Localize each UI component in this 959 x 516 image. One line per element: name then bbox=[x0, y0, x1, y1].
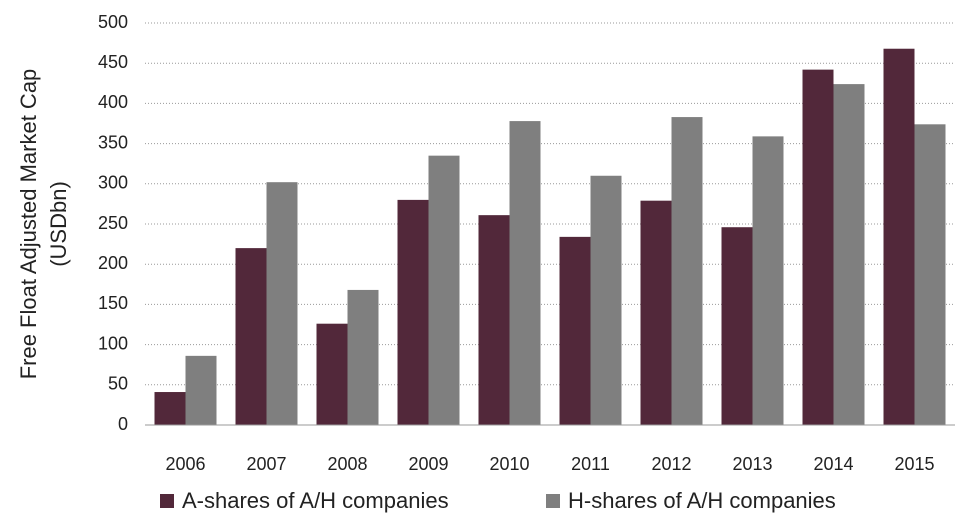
bar bbox=[640, 200, 672, 425]
y-tick-label: 50 bbox=[108, 374, 128, 394]
x-tick-label: 2008 bbox=[327, 454, 367, 474]
bar bbox=[428, 155, 460, 425]
bar bbox=[316, 323, 348, 425]
y-axis-title: Free Float Adjusted Market Cap (USDbn) bbox=[16, 69, 71, 380]
x-tick-label: 2013 bbox=[732, 454, 772, 474]
bar bbox=[559, 236, 591, 425]
bar bbox=[235, 248, 267, 425]
y-tick-label: 400 bbox=[98, 92, 128, 112]
bar bbox=[397, 199, 429, 425]
x-tick-label: 2015 bbox=[894, 454, 934, 474]
y-tick-label: 500 bbox=[98, 12, 128, 32]
bar bbox=[185, 355, 217, 425]
x-tick-label: 2012 bbox=[651, 454, 691, 474]
legend-label: A-shares of A/H companies bbox=[182, 488, 449, 513]
bar bbox=[509, 121, 541, 425]
legend-swatch bbox=[160, 494, 174, 508]
bar bbox=[266, 182, 298, 425]
y-tick-label: 250 bbox=[98, 213, 128, 233]
y-tick-label: 450 bbox=[98, 52, 128, 72]
bar bbox=[478, 215, 510, 425]
bar bbox=[590, 175, 622, 425]
bar bbox=[914, 124, 946, 425]
bar bbox=[883, 48, 915, 426]
x-tick-label: 2011 bbox=[571, 454, 610, 474]
y-tick-label: 100 bbox=[98, 333, 128, 353]
y-axis-title-line: (USDbn) bbox=[46, 181, 71, 267]
y-axis-title-line: Free Float Adjusted Market Cap bbox=[16, 69, 41, 380]
bar bbox=[347, 289, 379, 425]
x-tick-label: 2006 bbox=[165, 454, 205, 474]
y-tick-label: 200 bbox=[98, 253, 128, 273]
y-tick-label: 150 bbox=[98, 293, 128, 313]
x-tick-label: 2007 bbox=[246, 454, 286, 474]
bar bbox=[752, 136, 784, 425]
x-tick-label: 2014 bbox=[813, 454, 853, 474]
x-tick-label: 2010 bbox=[489, 454, 529, 474]
bar bbox=[802, 69, 834, 425]
y-tick-label: 0 bbox=[118, 414, 128, 434]
legend-swatch bbox=[546, 494, 560, 508]
bar bbox=[721, 227, 753, 425]
y-tick-label: 300 bbox=[98, 173, 128, 193]
legend-label: H-shares of A/H companies bbox=[568, 488, 836, 513]
y-tick-label: 350 bbox=[98, 132, 128, 152]
x-tick-label: 2009 bbox=[408, 454, 448, 474]
bar bbox=[671, 117, 703, 426]
bar bbox=[154, 392, 186, 425]
bar bbox=[833, 84, 865, 425]
